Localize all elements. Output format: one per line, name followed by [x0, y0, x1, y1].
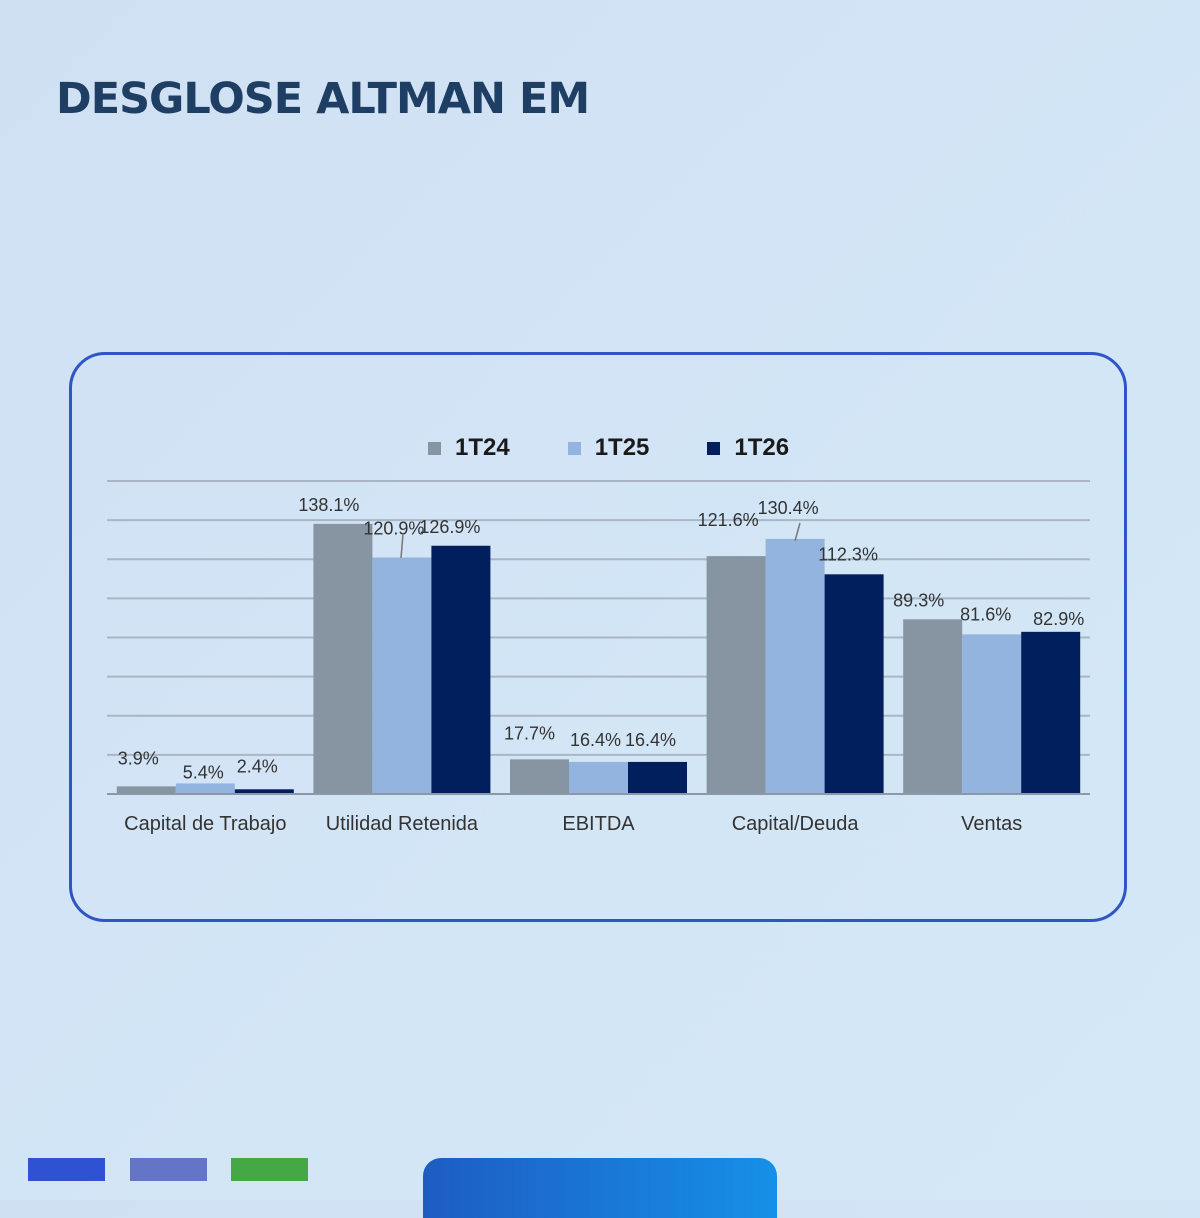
x-tick-label: EBITDA: [562, 813, 635, 835]
legend-label-1t26: 1T26: [734, 434, 790, 461]
data-label: 138.1%: [298, 495, 359, 515]
legend-item-1t25: 1T25: [567, 434, 650, 462]
decor-bar-purple: [130, 1158, 207, 1181]
decor-bar-green: [231, 1158, 308, 1181]
data-label: 16.4%: [625, 730, 676, 750]
bar-1t26-1: [431, 545, 491, 794]
data-label: 120.9%: [363, 518, 424, 538]
x-tick-label: Utilidad Retenida: [326, 813, 479, 835]
label-leader-line: [794, 522, 801, 542]
data-label: 16.4%: [570, 730, 621, 750]
bar-1t26-2: [628, 761, 687, 794]
legend-swatch-1t24: [428, 441, 441, 455]
data-label: 5.4%: [183, 762, 224, 782]
chart-legend: 1T24 1T25 1T26: [428, 432, 847, 464]
bar-1t25-3: [765, 538, 825, 794]
page-title: DESGLOSE ALTMAN EM: [56, 74, 590, 124]
bar-1t24-2: [510, 759, 569, 794]
legend-item-1t24: 1T24: [428, 434, 510, 462]
bar-1t26-0: [234, 789, 294, 794]
legend-label-1t24: 1T24: [455, 434, 510, 461]
x-tick-label: Capital/Deuda: [732, 813, 860, 835]
legend-swatch-1t25: [567, 441, 581, 455]
x-tick-label: Capital de Trabajo: [124, 813, 286, 835]
data-label: 2.4%: [237, 756, 278, 776]
data-label: 81.6%: [960, 604, 1011, 624]
bar-1t25-2: [569, 761, 628, 794]
bar-1t24-0: [116, 786, 176, 794]
bar-1t26-3: [824, 574, 884, 794]
bar-1t24-1: [313, 523, 373, 794]
legend-swatch-1t26: [707, 441, 721, 455]
data-label: 126.9%: [419, 517, 480, 537]
x-tick-label: Ventas: [961, 813, 1022, 835]
data-label: 17.7%: [504, 723, 555, 743]
data-label: 82.9%: [1033, 609, 1084, 629]
label-leader-line: [400, 533, 404, 559]
bar-1t24-4: [903, 619, 963, 794]
bar-1t26-4: [1021, 631, 1081, 794]
bar-1t24-3: [706, 556, 766, 794]
data-label: 3.9%: [118, 748, 159, 768]
data-label: 121.6%: [698, 510, 759, 530]
data-label: 130.4%: [758, 498, 819, 518]
legend-item-1t26: 1T26: [707, 434, 789, 462]
bar-1t25-0: [175, 783, 235, 794]
bar-1t25-4: [962, 634, 1022, 794]
chart-card: [69, 352, 1127, 922]
bottom-tab: [423, 1158, 777, 1218]
data-label: 112.3%: [818, 544, 878, 564]
legend-label-1t25: 1T25: [594, 434, 650, 461]
decor-bar-blue: [28, 1158, 105, 1181]
bar-1t25-1: [372, 557, 432, 794]
data-label: 89.3%: [893, 590, 944, 610]
